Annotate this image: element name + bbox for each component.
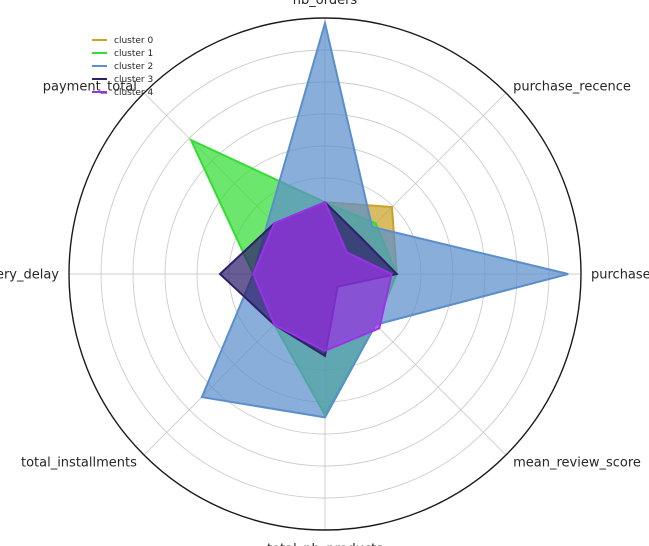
series-areas bbox=[188, 19, 569, 419]
legend: cluster 0 cluster 1 cluster 2 cluster 3 clus… bbox=[92, 36, 153, 98]
axis-label-payment-total: payment_total bbox=[43, 79, 137, 94]
legend-entry: cluster 3 bbox=[114, 75, 153, 85]
legend-entry: cluster 1 bbox=[114, 49, 153, 59]
axis-label-total-nb-products: total_nb_products bbox=[267, 542, 383, 546]
axis-label-nb-orders: nb_orders bbox=[293, 0, 358, 8]
legend-entry: cluster 0 bbox=[114, 36, 153, 46]
series-area-4 bbox=[252, 200, 393, 352]
axis-label-purchase-frequency: purchase_frequency bbox=[591, 268, 649, 283]
axis-label-mean-review-score: mean_review_score bbox=[513, 456, 641, 471]
outer-ring bbox=[68, 17, 582, 531]
axis-label-purchase-recence: purchase_recence bbox=[513, 79, 631, 94]
legend-entry: cluster 2 bbox=[114, 62, 153, 72]
legend-entry: cluster 4 bbox=[114, 88, 153, 98]
axis-label-mean-delivery-delay: mean_delivery_delay bbox=[0, 268, 59, 283]
axis-label-total-installments: total_installments bbox=[21, 456, 137, 471]
